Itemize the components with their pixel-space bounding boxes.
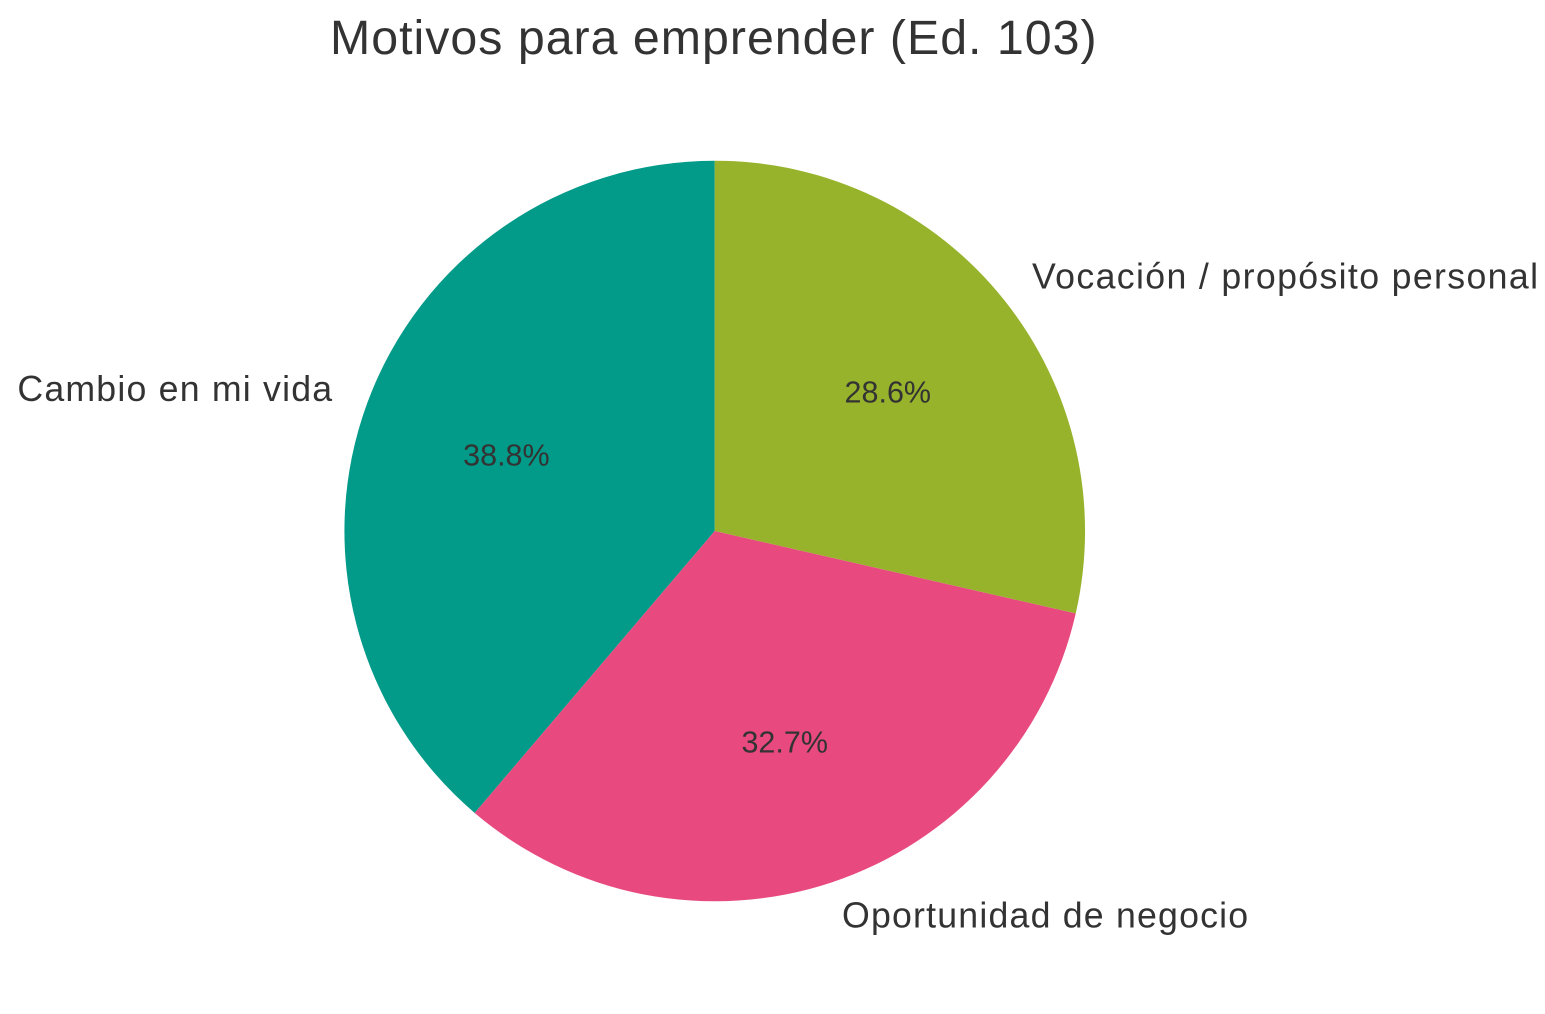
svg-text:Oportunidad de negocio: Oportunidad de negocio: [842, 896, 1249, 936]
svg-text:Cambio en mi vida: Cambio en mi vida: [17, 369, 333, 409]
svg-text:32.7%: 32.7%: [741, 726, 827, 760]
svg-text:38.8%: 38.8%: [463, 438, 549, 472]
svg-text:Vocación / propósito personal: Vocación / propósito personal: [1032, 257, 1539, 297]
svg-text:28.6%: 28.6%: [845, 375, 931, 409]
svg-text:Motivos para emprender (Ed. 10: Motivos para emprender (Ed. 103): [330, 11, 1098, 65]
